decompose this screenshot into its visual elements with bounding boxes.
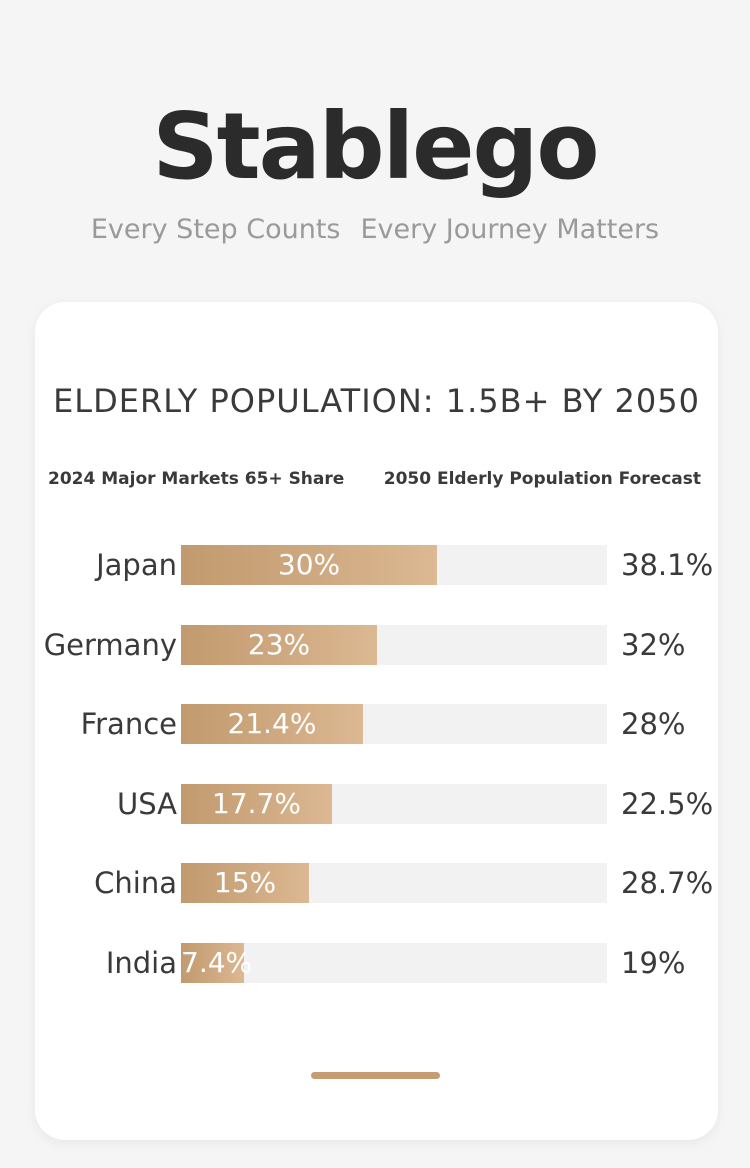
right-column-header: 2050 Elderly Population Forecast bbox=[383, 469, 701, 489]
page-indicator bbox=[311, 1072, 440, 1079]
forecast-2050-china: 28.7% bbox=[621, 866, 714, 900]
bar-track-japan: 30% bbox=[181, 545, 607, 585]
category-label-usa: USA bbox=[116, 787, 177, 821]
tagline: Every Step Counts Every Journey Matters bbox=[0, 212, 750, 248]
bar-2024-japan: 30% bbox=[181, 545, 437, 585]
bar-row-japan: Japan 30% 38.1% bbox=[35, 545, 718, 585]
chart-title: ELDERLY POPULATION: 1.5B+ BY 2050 bbox=[53, 382, 700, 420]
chart-card: ELDERLY POPULATION: 1.5B+ BY 2050 2024 M… bbox=[35, 302, 718, 1140]
category-label-india: India bbox=[105, 946, 177, 980]
left-column-header: 2024 Major Markets 65+ Share bbox=[48, 469, 345, 489]
bar-row-france: France 21.4% 28% bbox=[35, 704, 718, 744]
bar-row-china: China 15% 28.7% bbox=[35, 863, 718, 903]
category-label-japan: Japan bbox=[96, 548, 177, 582]
forecast-2050-japan: 38.1% bbox=[621, 548, 714, 582]
forecast-2050-india: 19% bbox=[621, 946, 686, 980]
category-label-germany: Germany bbox=[43, 628, 177, 662]
brand-logo-text: Stablego bbox=[152, 93, 599, 200]
bar-track-germany: 23% bbox=[181, 625, 607, 665]
bar-2024-germany: 23% bbox=[181, 625, 377, 665]
tagline-part-1: Every Step Counts bbox=[90, 214, 341, 245]
bar-track-france: 21.4% bbox=[181, 704, 607, 744]
forecast-2050-germany: 32% bbox=[621, 628, 686, 662]
category-label-china: China bbox=[94, 866, 177, 900]
tagline-part-2: Every Journey Matters bbox=[360, 214, 660, 245]
bar-2024-france: 21.4% bbox=[181, 704, 363, 744]
category-label-france: France bbox=[80, 707, 177, 741]
bar-2024-china: 15% bbox=[181, 863, 309, 903]
forecast-2050-france: 28% bbox=[621, 707, 686, 741]
bar-2024-usa: 17.7% bbox=[181, 784, 332, 824]
bar-track-usa: 17.7% bbox=[181, 784, 607, 824]
bar-row-usa: USA 17.7% 22.5% bbox=[35, 784, 718, 824]
bar-2024-india: 7.4% bbox=[181, 943, 252, 983]
bar-track-india: 7.4% bbox=[181, 943, 607, 983]
bar-row-germany: Germany 23% 32% bbox=[35, 625, 718, 665]
forecast-2050-usa: 22.5% bbox=[621, 787, 714, 821]
bar-track-china: 15% bbox=[181, 863, 607, 903]
bar-row-india: India 7.4% 19% bbox=[35, 943, 718, 983]
